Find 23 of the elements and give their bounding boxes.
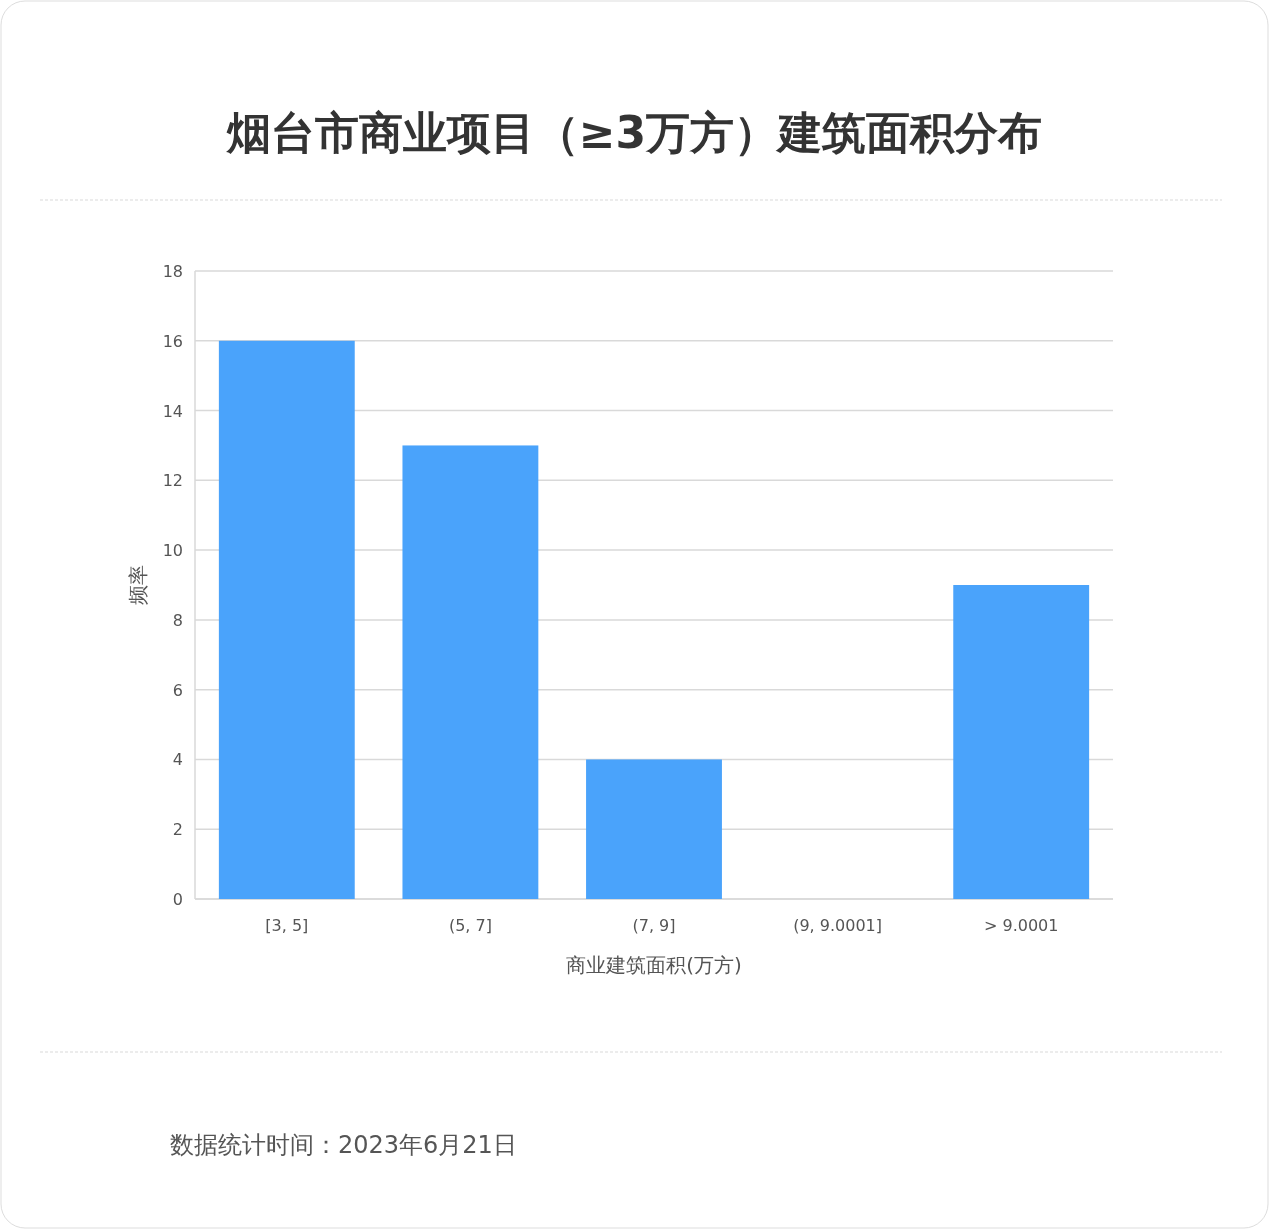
y-tick-label: 12 bbox=[162, 471, 183, 491]
x-tick-label: (5, 7] bbox=[448, 916, 492, 935]
y-tick-label: 8 bbox=[172, 610, 183, 630]
y-tick-label: 2 bbox=[172, 820, 183, 840]
bar bbox=[218, 340, 355, 899]
y-tick-label: 16 bbox=[162, 331, 183, 351]
x-tick-label: [3, 5] bbox=[265, 916, 309, 935]
y-tick-label: 14 bbox=[162, 401, 183, 421]
bar bbox=[953, 585, 1090, 899]
y-axis-title: 频率 bbox=[126, 565, 150, 605]
x-tick-label: (7, 9] bbox=[632, 916, 676, 935]
bar bbox=[402, 445, 539, 899]
chart-title: 烟台市商业项目（≥3万方）建筑面积分布 bbox=[225, 107, 1043, 158]
text: 数据统计时间：2023年6月21日 bbox=[170, 1131, 517, 1159]
y-tick-label: 18 bbox=[162, 262, 183, 281]
y-tick-label: 4 bbox=[172, 750, 183, 770]
x-tick-label: > 9.0001 bbox=[983, 916, 1059, 935]
bar bbox=[586, 759, 722, 899]
y-tick-label: 10 bbox=[162, 541, 183, 561]
y-tick-label: 0 bbox=[172, 890, 183, 909]
x-tick-label: (9, 9.0001] bbox=[793, 916, 883, 935]
y-tick-label: 6 bbox=[172, 680, 183, 700]
x-axis-title: 商业建筑面积(万方) bbox=[566, 953, 742, 977]
